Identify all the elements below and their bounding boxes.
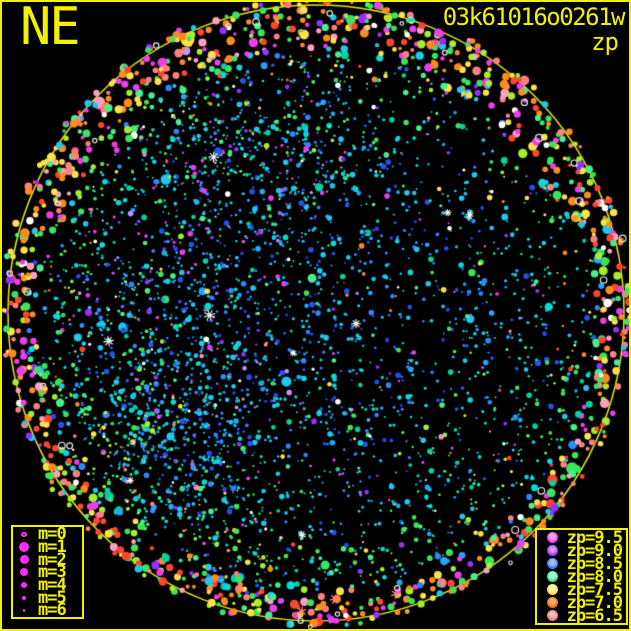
magnitude-legend-row: m=0 (15, 524, 80, 544)
magnitude-marker-1 (19, 542, 29, 553)
magnitude-marker-6 (22, 609, 26, 612)
zp-swatch-1 (546, 545, 558, 556)
zp-swatch-5 (546, 597, 558, 608)
zp-swatch-4 (546, 584, 558, 595)
magnitude-legend-row: m=1 (15, 537, 80, 557)
zeropoint-legend-row: zp=8.0 (539, 567, 624, 587)
zp-swatch-6 (546, 610, 558, 621)
magnitude-legend-row: m=6 (15, 600, 80, 620)
zeropoint-legend-row: zp=9.5 (539, 528, 624, 548)
marker-cell (15, 609, 33, 612)
marker-cell (539, 571, 565, 582)
marker-cell (539, 584, 565, 595)
magnitude-marker-3 (20, 568, 28, 577)
marker-cell (539, 545, 565, 556)
magnitude-legend-label: m=4 (38, 575, 67, 596)
magnitude-marker-0 (21, 531, 27, 538)
zeropoint-legend-row: zp=7.5 (539, 580, 624, 600)
marker-cell (15, 542, 33, 553)
marker-cell (15, 595, 33, 601)
marker-cell (15, 582, 33, 589)
magnitude-marker-5 (21, 595, 27, 601)
colorbar-title: zp (591, 28, 619, 56)
magnitude-marker-2 (19, 555, 29, 565)
zp-swatch-0 (546, 532, 558, 543)
zeropoint-legend: zp=9.5 zp=9.0 zp=8.5 zp=8.0 zp=7.5 zp=7.… (535, 528, 628, 626)
magnitude-legend: m=0 m=1 m=2 m=3 m=4 m=5 m=6 (11, 524, 84, 620)
zeropoint-legend-label: zp=9.5 (566, 527, 623, 548)
zeropoint-legend-row: zp=6.5 (539, 606, 624, 626)
zeropoint-legend-row: zp=9.0 (539, 541, 624, 561)
magnitude-legend-label: m=5 (38, 587, 67, 608)
zp-swatch-3 (546, 571, 558, 582)
magnitude-legend-label: m=1 (38, 537, 67, 558)
magnitude-legend-row: m=3 (15, 562, 80, 582)
zeropoint-legend-label: zp=8.0 (566, 566, 623, 587)
marker-cell (15, 531, 33, 538)
marker-cell (15, 568, 33, 577)
zeropoint-legend-label: zp=9.0 (566, 540, 623, 561)
zeropoint-legend-row: zp=8.5 (539, 554, 624, 574)
zeropoint-legend-label: zp=7.5 (566, 579, 623, 600)
zeropoint-legend-label: zp=6.5 (566, 605, 623, 626)
marker-cell (539, 558, 565, 569)
magnitude-legend-row: m=4 (15, 575, 80, 595)
zeropoint-legend-label: zp=7.0 (566, 592, 623, 613)
magnitude-legend-row: m=2 (15, 550, 80, 570)
marker-cell (539, 597, 565, 608)
marker-cell (539, 610, 565, 621)
marker-cell (539, 532, 565, 543)
zeropoint-legend-label: zp=8.5 (566, 553, 623, 574)
zeropoint-legend-row: zp=7.0 (539, 593, 624, 613)
plate-id-title: 03k61016o0261w (442, 3, 626, 31)
magnitude-legend-row: m=5 (15, 588, 80, 608)
zp-swatch-2 (546, 558, 558, 569)
magnitude-legend-label: m=0 (38, 524, 67, 545)
magnitude-legend-label: m=3 (38, 562, 67, 583)
magnitude-legend-label: m=2 (38, 549, 67, 570)
magnitude-legend-label: m=6 (38, 600, 67, 621)
orientation-label: NE (20, 0, 81, 57)
marker-cell (15, 555, 33, 565)
magnitude-marker-4 (21, 582, 27, 589)
